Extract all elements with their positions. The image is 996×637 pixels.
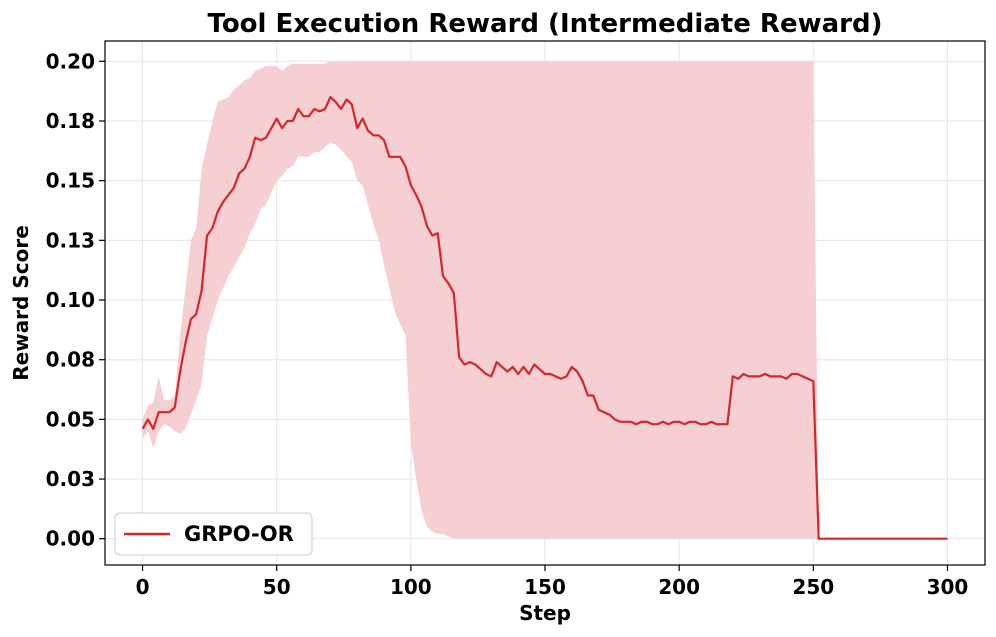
x-tick-label: 250 [792,575,834,599]
confidence-band-layer [142,61,948,539]
x-tick-label: 200 [658,575,700,599]
x-tick-label: 300 [927,575,969,599]
x-tick-label: 50 [263,575,291,599]
y-tick-label: 0.05 [46,407,95,431]
x-tick-label: 0 [136,575,150,599]
y-tick-label: 0.20 [46,49,95,73]
legend-box [114,512,313,556]
y-tick-label: 0.13 [46,228,95,252]
y-tick-label: 0.00 [46,527,95,551]
x-tick-label: 150 [524,575,566,599]
y-axis-label: Reward Score [9,225,33,381]
chart-title: Tool Execution Reward (Intermediate Rewa… [208,9,883,39]
y-axis-ticks: 0.00 0.03 0.05 0.08 0.10 0.13 0.15 0.18 0.20 [46,49,105,551]
legend-label: GRPO-OR [184,522,294,546]
x-axis-ticks: 0 50 100 150 200 250 300 [136,565,969,599]
series-line-layer [141,95,948,540]
y-tick-label: 0.18 [46,109,95,133]
x-tick-label: 100 [390,575,432,599]
series-line-grpo-or [141,95,948,540]
legend: GRPO-OR [114,512,313,556]
y-tick-label: 0.08 [46,348,95,372]
x-axis-label: Step [519,601,571,625]
y-tick-label: 0.10 [46,288,95,312]
confidence-band [142,61,948,539]
y-tick-label: 0.15 [46,169,95,193]
y-tick-label: 0.03 [46,467,95,491]
